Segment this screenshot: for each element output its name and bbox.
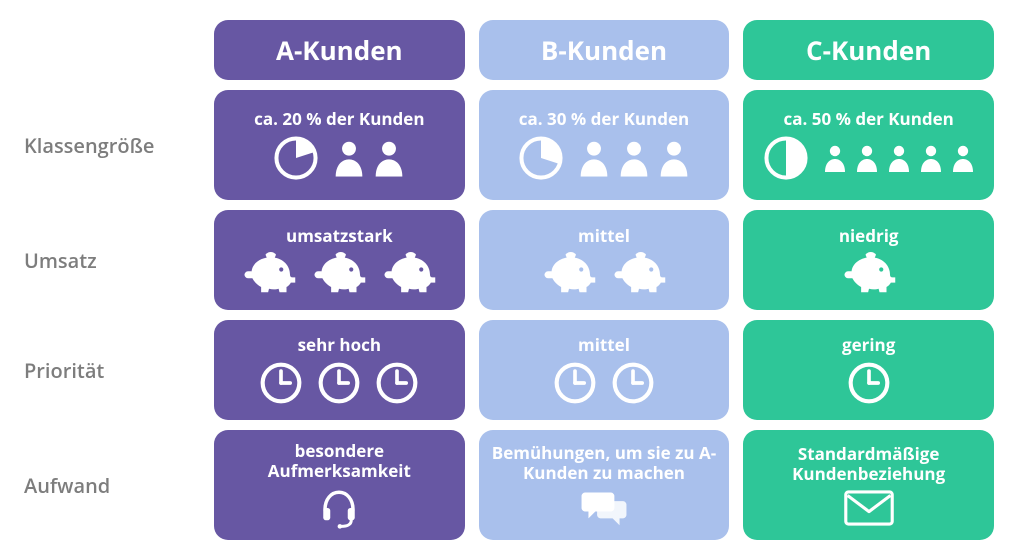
clock-icon [611,361,655,405]
cell-umsatz-c: niedrig [743,210,994,310]
person-icon [823,143,847,173]
cell-umsatz-a: umsatzstark [214,210,465,310]
cell-klassengroesse-c: ca. 50 % der Kunden [743,90,994,200]
people-icons [333,138,405,178]
piggy-bank-icon [311,252,367,294]
text-prioritaet-a: sehr hoch [298,335,381,355]
person-icon [855,143,879,173]
icons-klassengroesse-c [763,135,975,181]
blank-top-left [20,20,200,80]
text-umsatz-b: mittel [578,226,630,246]
icons-umsatz-b [541,252,667,294]
person-icon [333,138,365,178]
clock-icon [317,361,361,405]
piggy-bank-icon [381,252,437,294]
text-klassengroesse-b: ca. 30 % der Kunden [519,109,689,129]
cell-aufwand-b: Bemühungen, um sie zu A-Kunden zu machen [479,430,730,540]
pie-icon [763,135,809,181]
cell-aufwand-c: Standardmäßige Kundenbeziehung [743,430,994,540]
icons-klassengroesse-b [518,135,690,181]
text-umsatz-c: niedrig [839,226,899,246]
comparison-grid: A-Kunden B-Kunden C-Kunden Klassengröße … [20,20,994,540]
clock-icon [259,361,303,405]
chat-icon [581,489,627,527]
person-icon [618,138,650,178]
text-klassengroesse-c: ca. 50 % der Kunden [783,109,953,129]
text-umsatz-a: umsatzstark [286,226,393,246]
row-label-prioritaet: Priorität [20,320,200,420]
header-c-kunden: C-Kunden [743,20,994,80]
people-icons [578,138,690,178]
cell-klassengroesse-a: ca. 20 % der Kunden [214,90,465,200]
icons-klassengroesse-a [273,135,405,181]
header-b-kunden: B-Kunden [479,20,730,80]
pie-icon [273,135,319,181]
text-prioritaet-c: gering [842,335,895,355]
people-icons [823,143,975,173]
person-icon [887,143,911,173]
icons-umsatz-c [841,252,897,294]
piggy-bank-icon [841,252,897,294]
text-aufwand-a: besondere Aufmerksamkeit [224,441,455,480]
person-icon [578,138,610,178]
cell-klassengroesse-b: ca. 30 % der Kunden [479,90,730,200]
icons-prioritaet-a [259,361,419,405]
header-a-kunden: A-Kunden [214,20,465,80]
pie-icon [518,135,564,181]
person-icon [919,143,943,173]
row-label-aufwand: Aufwand [20,430,200,540]
text-aufwand-b: Bemühungen, um sie zu A-Kunden zu machen [489,443,720,482]
cell-prioritaet-a: sehr hoch [214,320,465,420]
person-icon [658,138,690,178]
headset-icon [318,487,360,529]
row-label-klassengroesse: Klassengröße [20,90,200,200]
piggy-bank-icon [611,252,667,294]
text-prioritaet-b: mittel [578,335,630,355]
cell-aufwand-a: besondere Aufmerksamkeit [214,430,465,540]
clock-icon [553,361,597,405]
icons-prioritaet-c [847,361,891,405]
text-aufwand-c: Standardmäßige Kundenbeziehung [753,444,984,483]
person-icon [951,143,975,173]
cell-prioritaet-c: gering [743,320,994,420]
cell-umsatz-b: mittel [479,210,730,310]
clock-icon [375,361,419,405]
clock-icon [847,361,891,405]
piggy-bank-icon [541,252,597,294]
cell-prioritaet-b: mittel [479,320,730,420]
icons-prioritaet-b [553,361,655,405]
piggy-bank-icon [241,252,297,294]
icons-umsatz-a [241,252,437,294]
row-label-umsatz: Umsatz [20,210,200,310]
envelope-icon [844,490,894,526]
person-icon [373,138,405,178]
text-klassengroesse-a: ca. 20 % der Kunden [254,109,424,129]
